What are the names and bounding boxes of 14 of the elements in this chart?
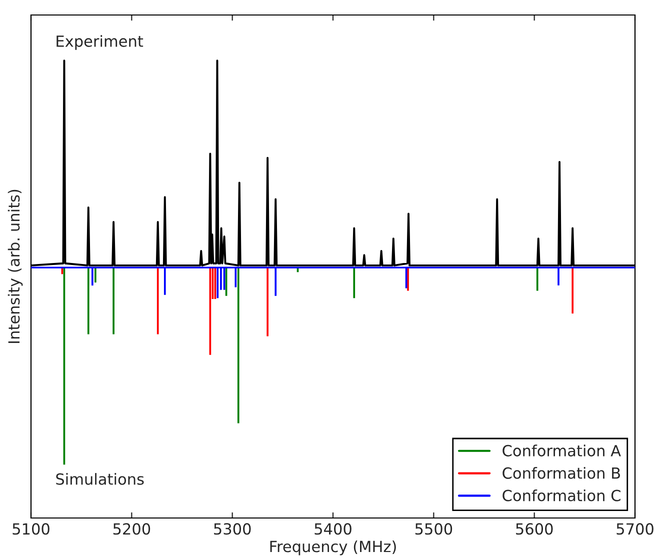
text: Simulations [56,473,144,485]
x-tick-label: 5100 [12,523,50,535]
x-axis-title: Frequency (MHz) [270,540,396,556]
x-tick-label: 5300 [214,523,251,535]
x-tick-label: 5400 [314,523,352,535]
text: Experiment [56,35,144,50]
y-axis-title: Intensity (arb. units) [8,190,23,343]
legend-label: Conformation B [502,467,620,479]
x-tick-label: 5600 [516,523,553,535]
x-tick-label: 5200 [113,523,150,535]
x-tick-label: 5500 [415,523,452,535]
legend-label: Conformation C [502,489,620,502]
x-tick-label: 5700 [616,523,654,535]
legend-label: Conformation A [502,444,621,456]
